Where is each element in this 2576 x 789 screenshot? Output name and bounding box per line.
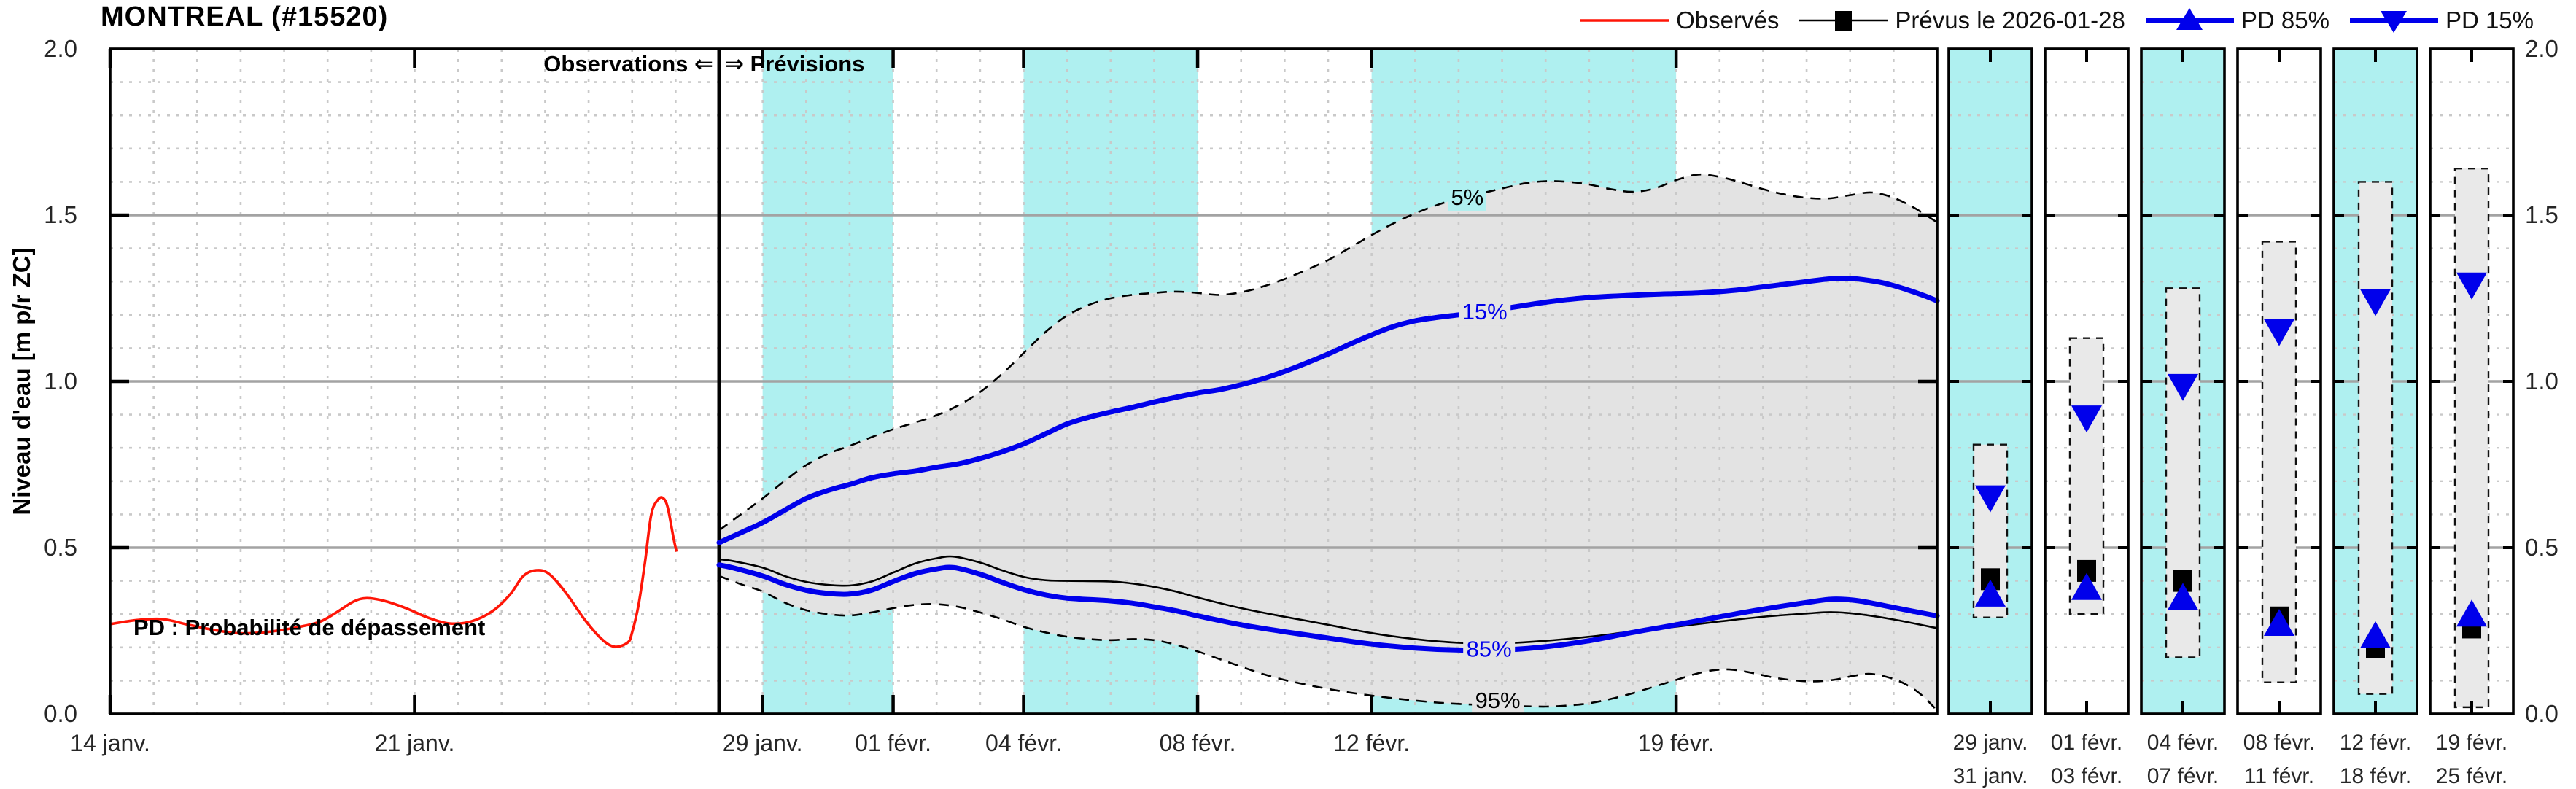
y-tick-label-right: 1.5 bbox=[2525, 201, 2558, 228]
legend-item: Observés bbox=[1579, 4, 1779, 36]
p15-line bbox=[716, 276, 1940, 545]
panel-date-start: 01 févr. bbox=[2051, 731, 2122, 755]
pd85-marker bbox=[2360, 621, 2391, 648]
y-tick-label-right: 1.0 bbox=[2525, 368, 2558, 394]
x-tick-label: 12 févr. bbox=[1333, 730, 1410, 756]
summary-panel: 08 févr. 11 févr. bbox=[2236, 47, 2322, 788]
main-plot: 5% 15% 85% 95% 14 janv. 21 janv. 29 janv. 01 fé… bbox=[44, 35, 2558, 756]
y-tick-label-left: 2.0 bbox=[44, 35, 77, 62]
page-title: MONTREAL (#15520) bbox=[101, 1, 389, 32]
gridlines bbox=[110, 49, 1937, 714]
summary-panel: 04 févr. 07 févr. bbox=[2140, 47, 2226, 788]
legend-item: PD 15% bbox=[2348, 4, 2534, 36]
inline-percent-label: 95% bbox=[1475, 688, 1521, 713]
y-tick-label-left: 0.5 bbox=[44, 534, 77, 561]
panel-date-end: 07 févr. bbox=[2147, 764, 2219, 788]
panel-date-end: 03 févr. bbox=[2051, 764, 2122, 788]
pd85-marker bbox=[2168, 583, 2198, 610]
summary-panel: 19 févr. 25 févr. bbox=[2429, 47, 2515, 788]
panel-date-start: 19 févr. bbox=[2436, 731, 2507, 755]
pd15-marker bbox=[2360, 289, 2391, 316]
y-tick-label-left: 0.0 bbox=[44, 700, 77, 727]
panel-date-end: 11 févr. bbox=[2244, 764, 2314, 788]
x-tick-label: 01 févr. bbox=[855, 730, 931, 756]
legend-label: Prévus le 2026-01-28 bbox=[1895, 7, 2125, 34]
panel-date-end: 25 févr. bbox=[2436, 764, 2507, 788]
panel-date-start: 29 janv. bbox=[1953, 731, 2028, 755]
panel-date-start: 08 févr. bbox=[2243, 731, 2315, 755]
panel-date-end: 18 févr. bbox=[2340, 764, 2411, 788]
legend-triangle-down-icon bbox=[2349, 11, 2438, 33]
inline-label-bg bbox=[1472, 685, 1524, 714]
pd15-marker bbox=[2168, 373, 2198, 401]
panel-date-start: 04 févr. bbox=[2147, 731, 2219, 755]
inline-label-bg bbox=[1463, 634, 1516, 663]
pd15-marker bbox=[2264, 319, 2294, 346]
pd15-marker bbox=[2456, 272, 2487, 300]
pd85-marker bbox=[2264, 608, 2294, 636]
y-tick-label-right: 0.5 bbox=[2525, 534, 2558, 561]
pd85-marker bbox=[2456, 599, 2487, 627]
y-tick-label-left: 1.0 bbox=[44, 368, 77, 394]
legend-item: PD 85% bbox=[2144, 4, 2329, 36]
inline-percent-label: 15% bbox=[1462, 299, 1508, 324]
y-tick-label-right: 2.0 bbox=[2525, 35, 2558, 62]
pd15-marker bbox=[2071, 405, 2102, 433]
legend-line-icon bbox=[1580, 19, 1669, 22]
x-tick-label: 21 janv. bbox=[375, 730, 455, 756]
x-tick-label: 29 janv. bbox=[723, 730, 803, 756]
inline-percent-label: 5% bbox=[1451, 184, 1483, 210]
pd-note: PD : Probabilité de dépassement bbox=[133, 615, 486, 640]
p5-line bbox=[718, 173, 1938, 532]
inline-label-bg bbox=[1448, 182, 1486, 211]
pd15-marker bbox=[1975, 485, 2006, 513]
pd85-marker bbox=[2071, 572, 2102, 600]
summary-panel: 01 févr. 03 févr. bbox=[2044, 47, 2130, 788]
x-tick-label: 04 févr. bbox=[985, 730, 1062, 756]
x-tick-label: 14 janv. bbox=[70, 730, 150, 756]
previsions-label: ⇒ Prévisions bbox=[725, 51, 865, 77]
legend-label: PD 15% bbox=[2445, 7, 2534, 34]
legend-label: Observés bbox=[1676, 7, 1780, 34]
legend: Observés Prévus le 2026-01-28 PD 85% PD 15% bbox=[1579, 4, 2534, 36]
forecast-median-line bbox=[718, 555, 1938, 645]
panel-date-end: 31 janv. bbox=[1953, 764, 2028, 788]
legend-square-icon bbox=[1799, 11, 1888, 31]
observations-label: Observations ⇐ bbox=[543, 51, 713, 77]
summary-panel: 12 févr. 18 févr. bbox=[2332, 47, 2418, 788]
panel-date-start: 12 févr. bbox=[2340, 731, 2411, 755]
panel-range-box bbox=[2453, 167, 2490, 709]
observed-line bbox=[109, 496, 678, 648]
summary-panel: 29 janv. 31 janv. bbox=[1947, 47, 2033, 788]
legend-label: PD 85% bbox=[2241, 7, 2329, 34]
inline-percent-label: 85% bbox=[1467, 637, 1512, 662]
panel-range-box bbox=[2357, 181, 2394, 695]
legend-item: Prévus le 2026-01-28 bbox=[1798, 4, 2125, 36]
x-tick-label: 08 févr. bbox=[1160, 730, 1236, 756]
legend-triangle-up-icon bbox=[2145, 8, 2234, 30]
y-axis-label: Niveau d'eau [m p/r ZC] bbox=[8, 247, 35, 516]
p85-line bbox=[716, 562, 1940, 653]
y-tick-label-right: 0.0 bbox=[2525, 700, 2558, 727]
p95-line bbox=[718, 575, 1938, 712]
pd85-marker bbox=[1975, 579, 2006, 607]
y-tick-label-left: 1.5 bbox=[44, 201, 77, 228]
x-tick-label: 19 févr. bbox=[1638, 730, 1715, 756]
inline-label-bg bbox=[1459, 298, 1511, 326]
